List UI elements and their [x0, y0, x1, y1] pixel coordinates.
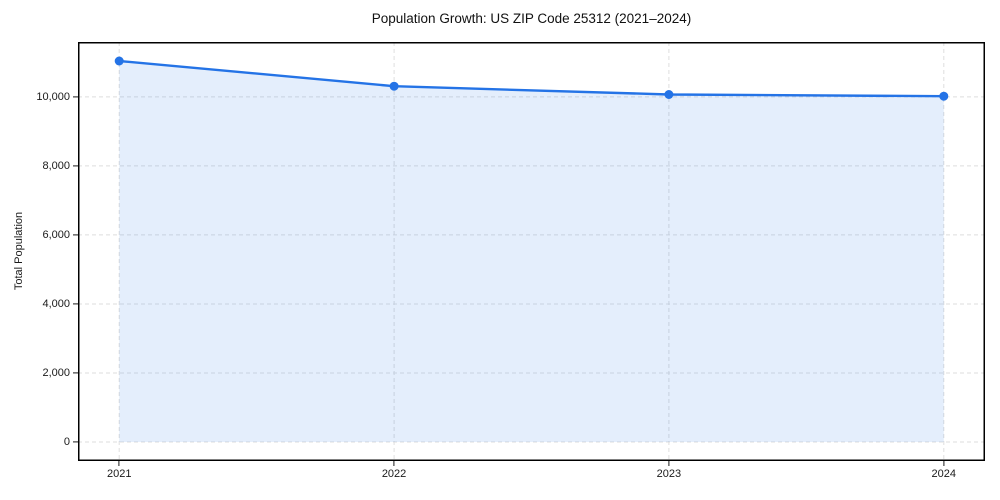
- x-tick-label: 2021: [106, 468, 132, 480]
- y-tick-mark: [73, 234, 78, 236]
- data-point-marker: [939, 91, 949, 101]
- x-tick-label: 2022: [381, 468, 407, 480]
- y-tick-label: 2,000: [42, 366, 70, 379]
- y-tick-mark: [73, 96, 78, 98]
- data-point-marker: [664, 90, 674, 99]
- y-tick-mark: [73, 165, 78, 167]
- line-chart-svg: [78, 42, 985, 461]
- y-tick-label: 8,000: [42, 159, 70, 172]
- y-tick-mark: [73, 372, 78, 374]
- x-tick-mark: [118, 461, 120, 466]
- y-tick-mark: [73, 441, 78, 443]
- plot-area: [78, 42, 985, 461]
- x-tick-mark: [668, 461, 670, 466]
- y-tick-label: 4,000: [42, 297, 70, 310]
- x-tick-label: 2024: [931, 468, 956, 480]
- plot-border: [78, 42, 985, 461]
- y-axis-label: Total Population: [13, 211, 25, 291]
- y-tick-label: 10,000: [36, 90, 70, 103]
- y-tick-mark: [73, 303, 78, 305]
- x-tick-label: 2023: [656, 468, 682, 480]
- y-tick-label: 0: [63, 436, 70, 449]
- x-tick-mark: [943, 461, 945, 466]
- data-line: [118, 59, 945, 98]
- y-tick-label: 6,000: [42, 228, 70, 241]
- area-fill: [119, 61, 944, 442]
- data-point-marker: [389, 81, 399, 91]
- chart-title: Population Growth: US ZIP Code 25312 (20…: [371, 11, 692, 26]
- x-tick-mark: [393, 461, 395, 466]
- data-point-marker: [114, 56, 124, 66]
